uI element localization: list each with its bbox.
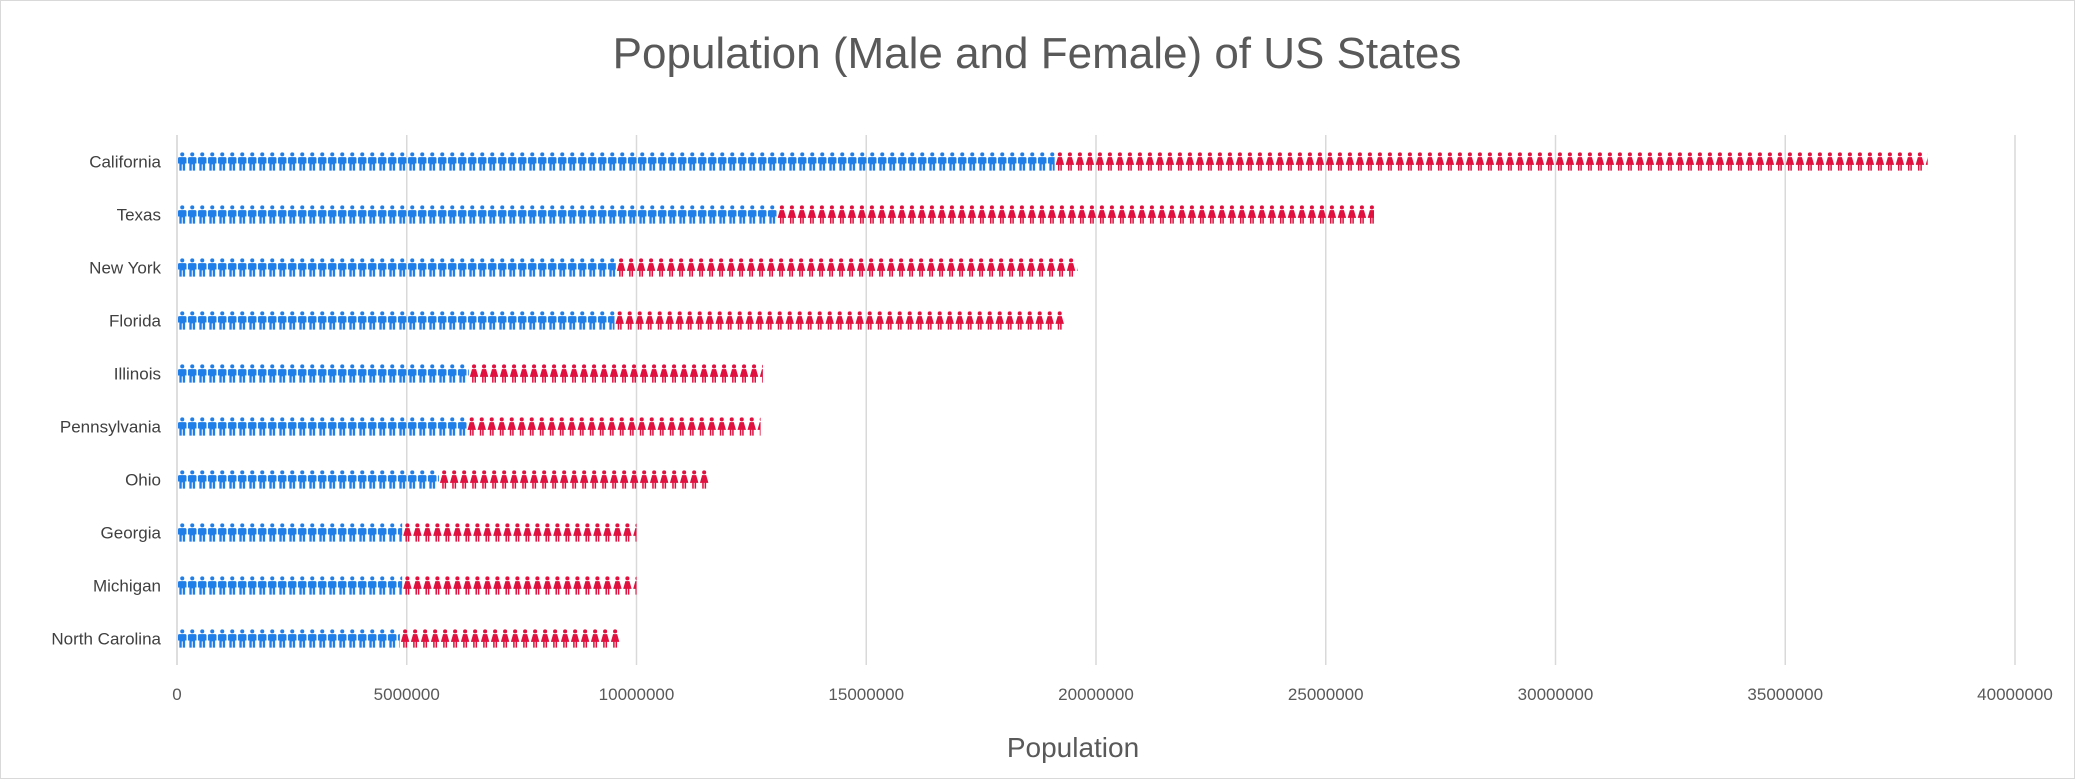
bar-male-4 <box>178 364 469 383</box>
x-tick-label-2: 10000000 <box>599 685 675 704</box>
category-label-6: Ohio <box>125 471 161 490</box>
category-label-1: Texas <box>117 206 161 225</box>
bar-female-3 <box>615 311 1064 330</box>
x-tick-label-4: 20000000 <box>1058 685 1134 704</box>
bar-female-1 <box>777 205 1374 224</box>
bar-male-5 <box>178 417 467 436</box>
x-axis-ticks: 0 5000000 10000000 15000000 20000000 25000000… <box>172 685 2053 704</box>
category-label-9: North Carolina <box>51 630 161 649</box>
x-axis-label: Population <box>1007 732 1139 763</box>
bar-male-3 <box>178 311 615 330</box>
category-label-2: New York <box>89 259 161 278</box>
x-tick-label-1: 5000000 <box>374 685 440 704</box>
bars <box>178 152 1928 648</box>
bar-male-9 <box>178 629 400 648</box>
x-tick-label-7: 35000000 <box>1747 685 1823 704</box>
x-tick-label-3: 15000000 <box>828 685 904 704</box>
chart-title: Population (Male and Female) of US State… <box>613 29 1462 78</box>
bar-male-1 <box>178 205 777 224</box>
gridlines <box>176 135 2016 665</box>
category-label-4: Illinois <box>114 365 161 384</box>
bar-male-0 <box>178 152 1055 171</box>
bar-female-5 <box>467 417 761 436</box>
bar-female-4 <box>469 364 763 383</box>
y-axis-categories: California Texas New York Florida Illinois Pe… <box>51 153 161 649</box>
bar-female-2 <box>616 258 1078 277</box>
bar-female-0 <box>1055 152 1928 171</box>
bar-male-7 <box>178 523 403 542</box>
x-tick-label-8: 40000000 <box>1977 685 2053 704</box>
category-label-3: Florida <box>109 312 162 331</box>
bar-male-2 <box>178 258 616 277</box>
bar-female-8 <box>403 576 637 595</box>
bar-female-6 <box>439 470 711 489</box>
category-label-0: California <box>89 153 161 172</box>
category-label-7: Georgia <box>101 524 162 543</box>
category-label-5: Pennsylvania <box>60 418 162 437</box>
bar-female-7 <box>403 523 637 542</box>
x-tick-label-0: 0 <box>172 685 181 704</box>
bar-female-9 <box>400 629 620 648</box>
x-tick-label-6: 30000000 <box>1518 685 1594 704</box>
category-label-8: Michigan <box>93 577 161 596</box>
x-tick-label-5: 25000000 <box>1288 685 1364 704</box>
bar-male-8 <box>178 576 403 595</box>
